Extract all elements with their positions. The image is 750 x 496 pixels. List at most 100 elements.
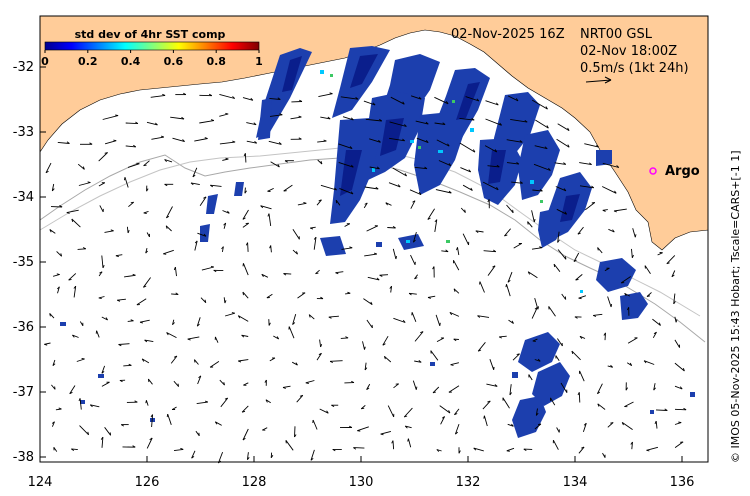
current-vector [671,270,676,277]
current-vector-head [408,292,412,296]
current-vector-head [164,183,168,187]
current-vector-head [160,135,165,138]
current-vector-head [260,205,264,209]
current-vector-head [267,213,270,217]
current-vector [627,337,638,344]
current-vector-head [494,384,498,387]
current-vector-head [382,343,386,346]
current-vector [412,380,417,390]
current-vector [268,140,282,145]
current-vector-head [52,363,56,366]
current-vector [73,286,77,298]
current-vector-head [78,398,81,402]
current-vector-head [364,346,366,350]
current-vector-head [99,271,103,274]
current-vector-head [180,447,184,450]
current-vector-head [519,181,523,184]
current-vector-head [51,421,55,424]
current-vector [507,271,513,283]
current-vector-head [361,407,365,410]
colorbar-title: std dev of 4hr SST comp [75,28,226,41]
current-vector-head [473,149,476,153]
current-vector [123,364,132,367]
current-vector-head [144,339,148,343]
current-vector [369,166,380,170]
current-vector [328,315,339,318]
current-vector-head [493,249,497,253]
current-vector-head [143,212,147,214]
current-vector [170,116,185,120]
current-vector-head [183,92,187,95]
current-vector [335,271,344,274]
current-vector-head [265,399,268,403]
current-vector [436,337,445,342]
current-vector-head [254,140,258,144]
current-vector [166,332,177,339]
current-vector [319,408,329,414]
current-vector-head [383,356,386,360]
current-vector [506,162,519,165]
current-vector [71,218,81,228]
current-vector [506,447,515,452]
current-vector [363,298,373,305]
current-vector-head [495,102,499,106]
current-vector-head [331,404,335,407]
current-vector-head [326,410,329,414]
current-vector-head [162,93,166,96]
map-frame [39,15,709,463]
current-vector [196,401,208,405]
current-vector-head [505,284,507,288]
current-vector-head [577,392,580,396]
current-vector-head [515,98,519,102]
current-vector [548,306,556,317]
current-vector-head [511,423,514,427]
current-vector [170,355,178,364]
current-vector-head [141,358,145,362]
current-vector [143,277,151,288]
current-vector [151,414,154,428]
current-vector [560,382,568,393]
current-vector [357,426,369,432]
current-vector [241,405,249,413]
current-vector [434,96,449,105]
current-vector [146,437,153,449]
current-vector [553,263,561,272]
product-label: NRT00 GSL [580,27,653,42]
current-vector-head [181,116,185,120]
current-vector-head [166,215,170,219]
current-vector [364,362,367,371]
current-vector [57,141,70,144]
current-vector-head [634,234,637,238]
current-vector-head [244,190,247,194]
current-vector [192,167,198,178]
current-vector [674,422,682,425]
current-vector [554,162,566,165]
current-vector-head [535,412,539,416]
current-vector [577,226,584,235]
current-vector-head [436,449,440,452]
sst-speckle-green [330,74,543,243]
lon-tick-label: 128 [242,475,267,490]
current-vector [363,100,376,106]
current-vector [79,425,89,436]
current-vector [144,339,154,343]
current-vector [409,189,422,196]
current-vector-head [71,218,74,223]
current-vector [613,208,627,212]
current-vector [453,288,460,294]
current-vector [51,183,55,191]
current-vector-head [427,217,431,220]
current-vector [265,399,271,404]
current-vector-head [192,174,196,178]
current-vector-head [563,188,567,192]
current-vector-head [348,425,353,428]
current-vector-head [241,410,246,413]
current-vector [673,293,676,304]
current-vector [482,400,491,410]
current-vector-head [196,323,200,327]
current-vector-head [351,380,355,384]
current-vector-head [442,122,446,125]
current-vector-head [329,360,333,364]
current-vector-head [524,119,528,123]
